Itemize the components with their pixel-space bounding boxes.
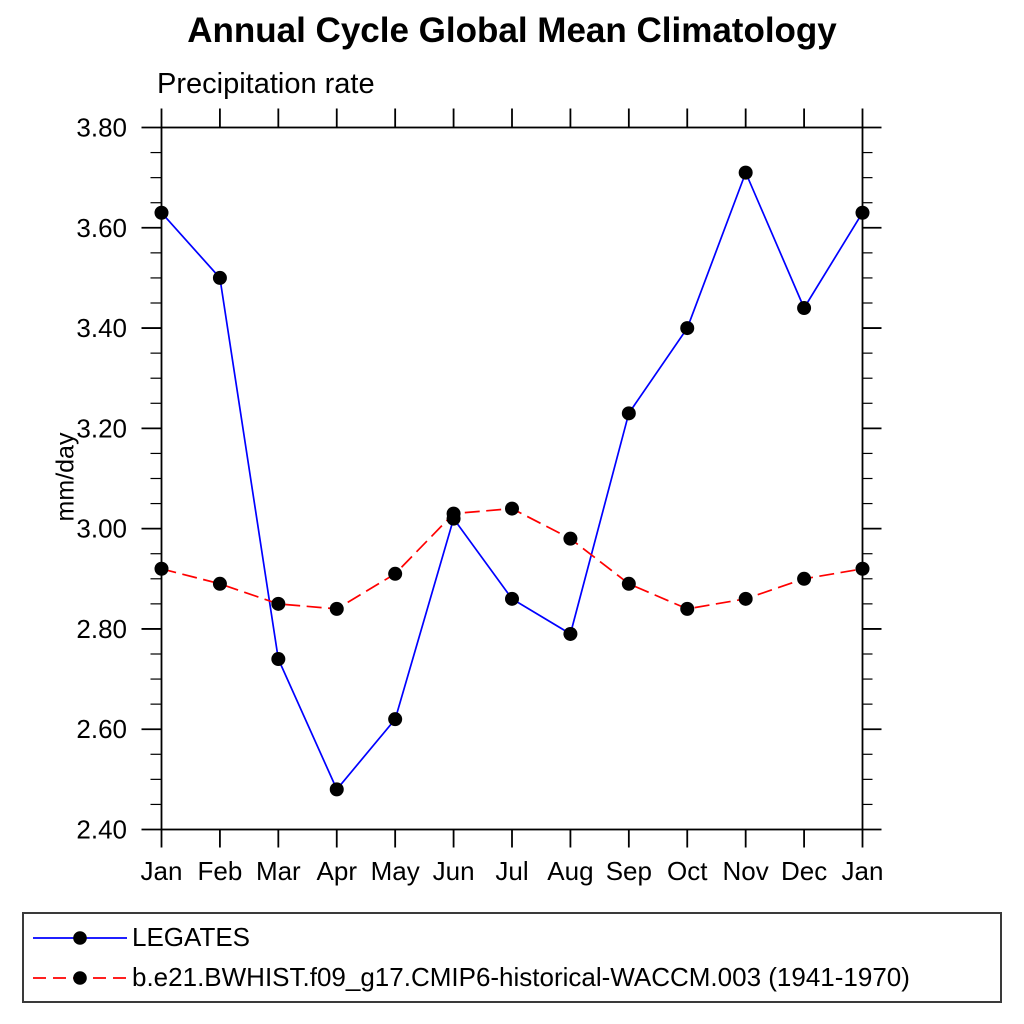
x-tick-label: Jun xyxy=(433,856,475,886)
data-point-model-1 xyxy=(212,576,227,591)
data-point-legates-8 xyxy=(621,406,636,421)
data-point-legates-7 xyxy=(563,626,578,641)
legend-item-legates: LEGATES xyxy=(30,918,1000,958)
data-point-model-4 xyxy=(388,566,403,581)
x-tick-label: Jan xyxy=(141,856,183,886)
data-point-model-7 xyxy=(563,531,578,546)
data-point-legates-11 xyxy=(797,301,812,316)
x-tick-label: Nov xyxy=(723,856,769,886)
y-tick-label: 2.80 xyxy=(76,614,127,644)
legend-label-model: b.e21.BWHIST.f09_g17.CMIP6-historical-WA… xyxy=(132,962,910,992)
x-tick-label: Dec xyxy=(781,856,827,886)
y-tick-label: 2.60 xyxy=(76,714,127,744)
data-point-model-12 xyxy=(855,561,870,576)
x-tick-label: Oct xyxy=(667,856,708,886)
data-point-model-6 xyxy=(505,501,519,516)
data-point-model-0 xyxy=(154,561,169,576)
legend-label-legates: LEGATES xyxy=(132,922,251,952)
x-tick-label: Sep xyxy=(606,856,652,886)
axis-frame xyxy=(160,126,864,831)
y-tick-label: 3.80 xyxy=(76,113,127,143)
x-tick-label: Jul xyxy=(495,856,528,886)
x-tick-label: Aug xyxy=(547,856,593,886)
data-point-model-2 xyxy=(271,596,286,611)
data-point-legates-9 xyxy=(680,321,695,336)
y-tick-label: 3.20 xyxy=(76,413,127,443)
x-tick-label: Apr xyxy=(317,856,358,886)
y-tick-label: 3.40 xyxy=(76,313,127,343)
data-point-legates-2 xyxy=(271,652,286,667)
data-point-legates-1 xyxy=(212,270,227,285)
y-tick-label: 3.60 xyxy=(76,213,127,243)
data-point-legates-0 xyxy=(154,205,169,220)
data-point-model-8 xyxy=(621,576,636,591)
data-point-legates-6 xyxy=(505,591,519,606)
data-point-legates-10 xyxy=(738,165,753,180)
data-point-model-5 xyxy=(446,506,461,521)
x-tick-label: May xyxy=(371,856,420,886)
series-line-legates xyxy=(160,170,864,791)
data-point-legates-3 xyxy=(329,782,344,797)
data-point-model-3 xyxy=(329,601,344,616)
legend-line-sample-solid xyxy=(33,930,127,945)
x-tick-label: Feb xyxy=(198,856,243,886)
data-point-legates-4 xyxy=(388,712,403,727)
data-point-legates-12 xyxy=(855,205,870,220)
data-point-model-10 xyxy=(738,591,753,606)
chart-subtitle: Precipitation rate xyxy=(157,68,375,100)
y-tick-label: 2.40 xyxy=(76,815,127,845)
legend-item-model: b.e21.BWHIST.f09_g17.CMIP6-historical-WA… xyxy=(30,958,1000,998)
legend-box: LEGATES b.e21.BWHIST.f09_g17.CMIP6-histo… xyxy=(22,912,1002,1003)
x-tick-label: Jan xyxy=(842,856,884,886)
x-tick-label: Mar xyxy=(256,856,301,886)
data-point-model-11 xyxy=(797,571,812,586)
chart-title: Annual Cycle Global Mean Climatology xyxy=(187,11,837,50)
y-tick-label: 3.00 xyxy=(76,514,127,544)
legend-line-sample-dashed xyxy=(33,970,127,985)
data-point-model-9 xyxy=(680,601,695,616)
